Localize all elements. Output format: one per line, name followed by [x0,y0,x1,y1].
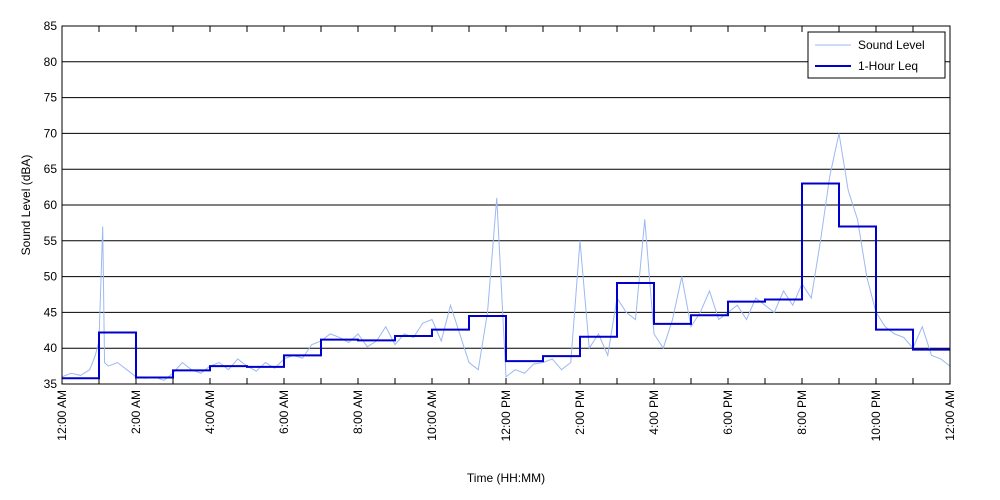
legend-label-sound-level: Sound Level [858,38,925,52]
x-tick-label: 8:00 PM [795,390,809,435]
x-tick-label: 2:00 AM [129,390,143,434]
x-tick-label: 12:00 AM [55,390,69,441]
y-tick-label: 60 [44,198,58,212]
x-tick-label: 10:00 AM [425,390,439,441]
legend-box [807,31,946,79]
y-axis-label: Sound Level (dBA) [19,155,33,256]
legend-label-leq: 1-Hour Leq [858,59,918,73]
y-tick-label: 75 [44,91,58,105]
y-tick-label: 70 [44,126,58,140]
legend: Sound Level 1-Hour Leq [807,31,946,79]
x-tick-label: 4:00 AM [203,390,217,434]
y-tick-label: 45 [44,305,58,319]
x-tick-label: 4:00 PM [647,390,661,435]
series-layer [61,133,951,381]
y-tick-label: 55 [44,234,58,248]
x-tick-label: 6:00 AM [277,390,291,434]
x-tick-label: 2:00 PM [573,390,587,435]
y-tick-label: 50 [44,270,58,284]
y-tick-label: 65 [44,162,58,176]
y-tick-label: 80 [44,55,58,69]
y-tick-label: 35 [44,377,58,391]
x-tick-label: 8:00 AM [351,390,365,434]
y-tick-labels: 35 40 45 50 55 60 65 70 75 80 85 [44,19,58,391]
x-tick-label: 6:00 PM [721,390,735,435]
series-line-leq [62,182,950,380]
series-line-sound-level [61,133,951,381]
x-axis-label: Time (HH:MM) [467,471,545,485]
x-tick-label: 12:00 PM [499,390,513,441]
x-tick-labels: 12:00 AM 2:00 AM 4:00 AM 6:00 AM 8:00 AM 10:0… [55,390,957,441]
y-tick-label: 85 [44,19,58,33]
axis-ticks [61,26,951,384]
y-tick-label: 40 [44,341,58,355]
x-tick-label: 12:00 AM [943,390,957,441]
x-tick-label: 10:00 PM [869,390,883,441]
grid-lines [62,61,950,349]
